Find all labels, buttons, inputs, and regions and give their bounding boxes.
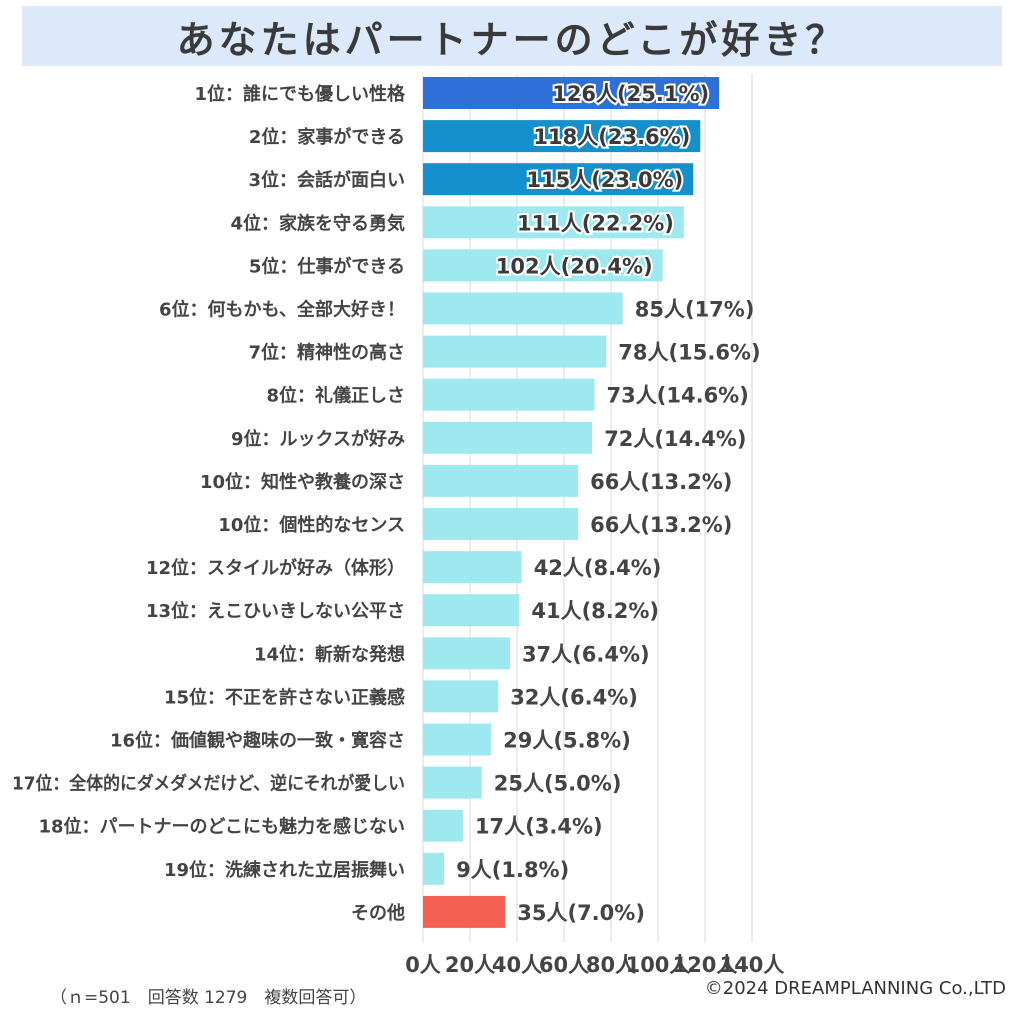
data-label: 25人(5.0%) — [494, 772, 622, 796]
bar — [423, 77, 720, 109]
bar — [423, 723, 492, 756]
bar — [423, 766, 482, 799]
x-tick-label: 80人 — [586, 953, 636, 977]
data-label: 29人(5.8%) — [503, 729, 631, 753]
bar — [423, 120, 701, 153]
bar — [423, 335, 607, 368]
data-label: 9人(1.8%) — [456, 858, 569, 882]
category-labels: 1位：誰にでも優しい性格 2位：家事ができる 3位：会話が面白い 4位：家族を守る勇気… — [12, 83, 406, 924]
bar — [423, 292, 623, 325]
category-label: 4位：家族を守る勇気 — [230, 212, 405, 234]
data-label: 66人(13.2%) — [590, 513, 732, 537]
data-label: 78人(15.6%) — [618, 341, 760, 365]
data-label: 66人(13.2%) — [590, 470, 732, 494]
bar — [423, 895, 506, 928]
category-label: 1位：誰にでも優しい性格 — [194, 83, 406, 105]
category-label: その他 — [351, 902, 405, 924]
data-label: 17人(3.4%) — [475, 815, 603, 839]
bar — [423, 421, 593, 454]
data-label: 111人(22.2%) — [517, 211, 674, 235]
bar — [423, 378, 595, 411]
bar — [423, 163, 694, 196]
category-label: 18位：パートナーのどこにも魅力を感じない — [38, 816, 405, 838]
category-label: 13位：えこひいきしない公平さ — [146, 600, 405, 622]
bar — [423, 551, 522, 584]
category-label: 16位：価値観や趣味の一致・寛容さ — [110, 730, 405, 752]
bar — [423, 206, 684, 239]
bar — [423, 249, 663, 282]
value-labels: 126人(25.1%) 118人(23.6%) 115人(23.0%) 111人(22… — [456, 80, 760, 925]
data-label: 35人(7.0%) — [517, 901, 645, 925]
chart-title: あなたはパートナーのどこが好き？ — [176, 17, 848, 62]
bar — [423, 464, 579, 497]
data-label: 32人(6.4%) — [510, 685, 638, 709]
data-label: 42人(8.4%) — [534, 556, 662, 580]
category-label: 15位：不正を許さない正義感 — [164, 686, 405, 708]
category-label: 19位：洗練された立居振舞い — [164, 859, 405, 881]
x-tick-label: 60人 — [539, 953, 589, 977]
x-tick-label: 0人 — [405, 953, 441, 977]
data-label: 85人(17%) — [635, 298, 755, 322]
data-label: 102人(20.4%) — [496, 254, 653, 278]
bar — [423, 508, 579, 540]
bar — [423, 594, 520, 627]
category-label: 14位：斬新な発想 — [254, 643, 405, 665]
bar — [423, 680, 499, 713]
category-label: 17位：全体的にダメダメだけど、逆にそれが愛しい — [12, 773, 405, 795]
x-tick-label: 100人 — [626, 953, 691, 977]
category-label: 5位：仕事ができる — [249, 255, 405, 277]
category-label: 10位：知性や教養の深さ — [200, 471, 405, 493]
data-label: 37人(6.4%) — [522, 642, 650, 666]
category-label: 6位：何もかも、全部大好き！ — [159, 299, 405, 321]
x-tick-label: 140人 — [720, 953, 785, 977]
data-label: 115人(23.0%) — [526, 168, 683, 192]
x-tick-label: 120人 — [673, 953, 738, 977]
bar — [423, 852, 445, 885]
category-label: 8位：礼儀正しさ — [266, 385, 405, 407]
category-label: 12位：スタイルが好み（体形） — [146, 557, 405, 579]
data-label: 73人(14.6%) — [607, 384, 749, 408]
category-label: 3位：会話が面白い — [248, 169, 405, 191]
category-label: 9位：ルックスが好み — [231, 428, 405, 450]
copyright: ©2024 DREAMPLANNING Co.,LTD — [704, 978, 1006, 999]
sample-note: （ｎ=501 回答数 1279 複数回答可） — [50, 988, 367, 1008]
bars — [423, 77, 720, 928]
category-label: 2位：家事ができる — [249, 126, 405, 148]
category-label: 10位：個性的なセンス — [218, 514, 405, 536]
data-label: 126人(25.1%) — [552, 82, 709, 106]
data-label: 118人(23.6%) — [533, 125, 690, 149]
bar — [423, 637, 510, 670]
bar — [423, 809, 463, 842]
category-label: 7位：精神性の高さ — [248, 342, 405, 364]
x-tick-label: 40人 — [492, 953, 542, 977]
data-label: 41人(8.2%) — [531, 599, 659, 623]
data-label: 72人(14.4%) — [604, 427, 746, 451]
title-banner: あなたはパートナーのどこが好き？ — [22, 6, 1002, 66]
x-tick-label: 20人 — [445, 953, 495, 977]
